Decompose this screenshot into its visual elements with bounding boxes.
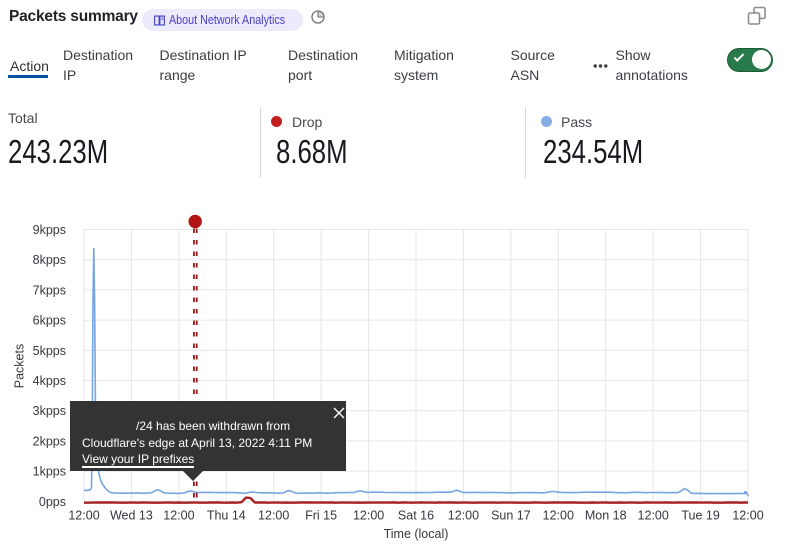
svg-text:6kpps: 6kpps (33, 314, 66, 328)
svg-text:7kpps: 7kpps (33, 283, 66, 297)
svg-text:0pps: 0pps (39, 495, 66, 509)
svg-text:1kpps: 1kpps (33, 465, 66, 479)
svg-text:Fri 15: Fri 15 (305, 509, 337, 523)
svg-text:12:00: 12:00 (163, 509, 194, 523)
svg-text:12:00: 12:00 (638, 509, 669, 523)
svg-text:12:00: 12:00 (448, 509, 479, 523)
svg-text:9kpps: 9kpps (33, 223, 66, 237)
svg-text:12:00: 12:00 (258, 509, 289, 523)
svg-text:3kpps: 3kpps (33, 404, 66, 418)
svg-text:Sun 17: Sun 17 (491, 509, 531, 523)
svg-text:Packets: Packets (13, 344, 27, 388)
svg-text:Mon 18: Mon 18 (585, 509, 627, 523)
svg-text:12:00: 12:00 (68, 509, 99, 523)
svg-text:4kpps: 4kpps (33, 374, 66, 388)
svg-text:5kpps: 5kpps (33, 344, 66, 358)
svg-text:8kpps: 8kpps (33, 253, 66, 267)
svg-text:Time (local): Time (local) (384, 527, 449, 541)
svg-text:Wed 13: Wed 13 (110, 509, 153, 523)
svg-text:Sat 16: Sat 16 (398, 509, 434, 523)
svg-text:12:00: 12:00 (353, 509, 384, 523)
svg-text:Thu 14: Thu 14 (207, 509, 246, 523)
svg-text:12:00: 12:00 (732, 509, 763, 523)
svg-text:Tue 19: Tue 19 (681, 509, 720, 523)
svg-text:2kpps: 2kpps (33, 434, 66, 448)
svg-text:12:00: 12:00 (543, 509, 574, 523)
